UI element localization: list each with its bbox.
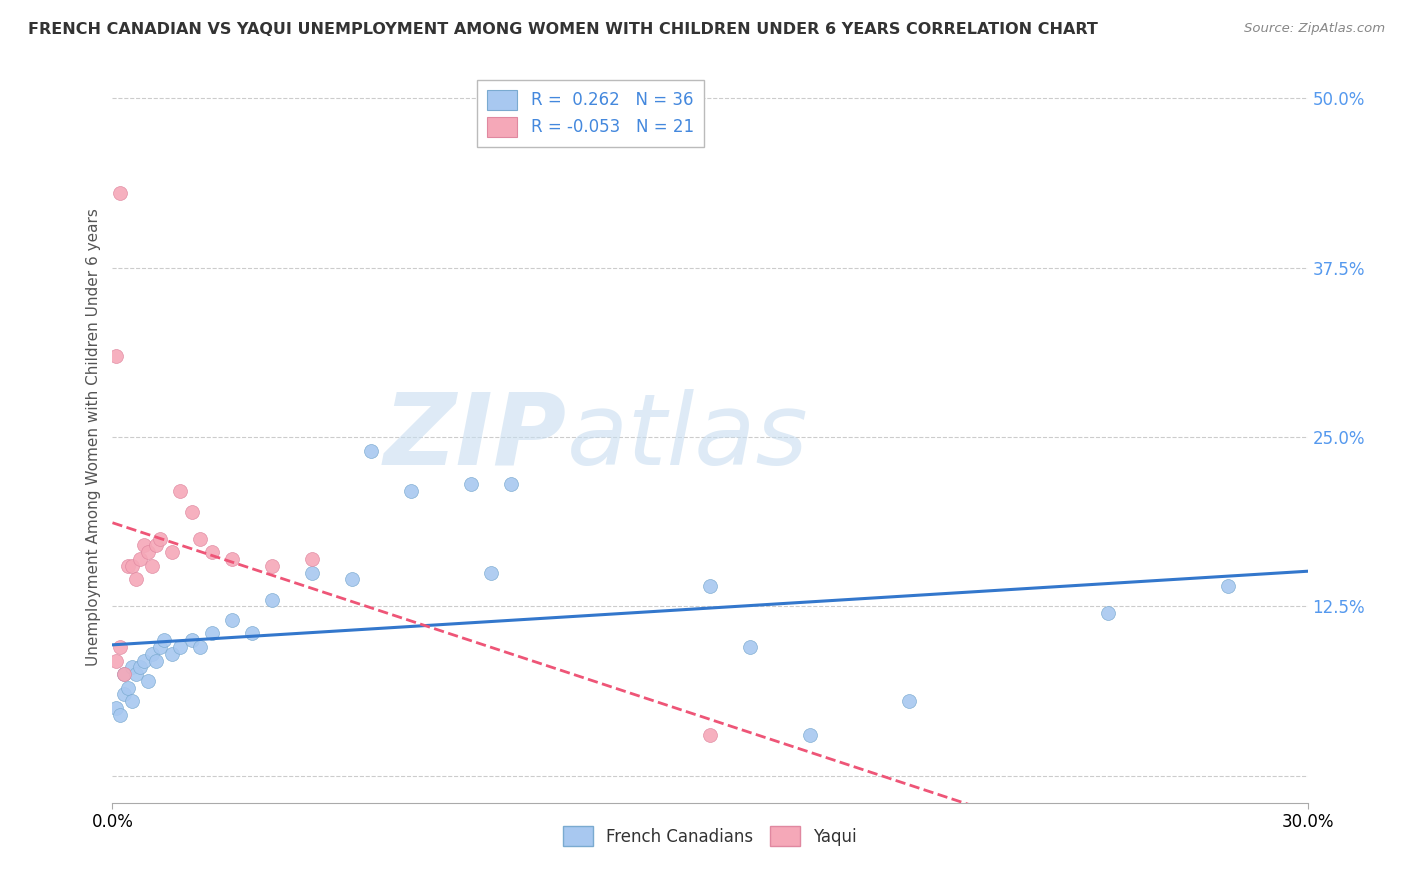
Point (460, 477, 482, 491)
Point (898, 694, 921, 708)
Legend: French Canadians, Yaqui: French Canadians, Yaqui (557, 820, 863, 853)
Point (162, 545, 183, 559)
Point (201, 545, 224, 559)
Point (105, 349, 128, 363)
Point (188, 532, 211, 546)
Text: Source: ZipAtlas.com: Source: ZipAtlas.com (1244, 22, 1385, 36)
Point (1097, 606, 1119, 620)
Point (260, 592, 283, 607)
Point (699, 579, 721, 593)
Point (121, 660, 143, 674)
Point (169, 640, 191, 654)
Point (117, 681, 139, 695)
Point (125, 667, 148, 681)
Point (479, 566, 502, 580)
Point (188, 640, 211, 654)
Point (699, 728, 721, 742)
Point (799, 728, 821, 742)
Point (121, 694, 143, 708)
Point (169, 484, 191, 499)
Point (114, 667, 135, 681)
Point (138, 545, 160, 559)
Text: ZIP: ZIP (384, 389, 567, 485)
Point (401, 484, 423, 499)
Point (153, 633, 176, 648)
Point (181, 633, 204, 648)
Point (181, 505, 204, 519)
Point (145, 538, 167, 552)
Point (121, 558, 143, 573)
Point (149, 532, 172, 546)
Point (134, 538, 156, 552)
Point (114, 667, 135, 681)
Point (301, 566, 323, 580)
Text: atlas: atlas (567, 389, 808, 485)
Point (149, 640, 172, 654)
Point (141, 647, 163, 661)
Point (201, 626, 224, 640)
Point (301, 552, 323, 566)
Point (138, 673, 160, 688)
Point (114, 688, 135, 702)
Point (221, 552, 243, 566)
Point (117, 558, 139, 573)
Point (105, 654, 128, 668)
Text: FRENCH CANADIAN VS YAQUI UNEMPLOYMENT AMONG WOMEN WITH CHILDREN UNDER 6 YEARS CO: FRENCH CANADIAN VS YAQUI UNEMPLOYMENT AM… (28, 22, 1098, 37)
Point (141, 558, 163, 573)
Point (125, 572, 148, 586)
Point (129, 552, 152, 566)
Point (221, 613, 243, 627)
Point (360, 443, 382, 458)
Point (134, 654, 156, 668)
Point (260, 558, 283, 573)
Point (1216, 579, 1239, 593)
Point (145, 654, 167, 668)
Point (240, 626, 263, 640)
Point (110, 186, 132, 201)
Point (129, 660, 152, 674)
Point (499, 477, 522, 491)
Point (738, 640, 761, 654)
Point (110, 707, 132, 722)
Point (110, 640, 132, 654)
Point (340, 572, 363, 586)
Point (162, 647, 183, 661)
Point (105, 701, 128, 715)
Y-axis label: Unemployment Among Women with Children Under 6 years: Unemployment Among Women with Children U… (86, 208, 101, 666)
